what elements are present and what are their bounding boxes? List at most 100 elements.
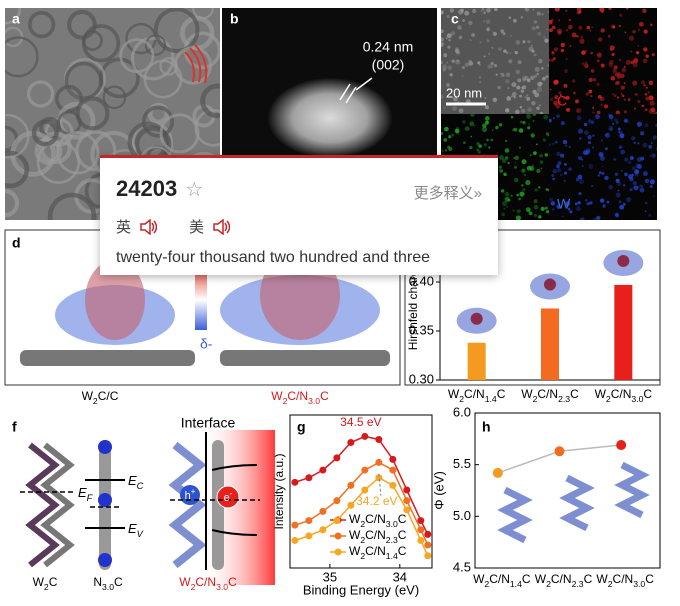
x-tick-label: W2C/N1.4C <box>448 387 506 404</box>
texture-dot <box>514 109 520 114</box>
texture-dot <box>538 81 543 86</box>
y-tick-label: 6.0 <box>453 404 471 419</box>
texture-dot <box>522 121 525 124</box>
texture-dot <box>483 55 486 58</box>
texture-dot <box>513 177 519 183</box>
texture-dot <box>558 91 562 95</box>
texture-dot <box>533 205 539 210</box>
texture-dot <box>549 28 553 33</box>
texture-dot <box>571 32 577 38</box>
texture-dot <box>501 74 504 77</box>
texture-dot <box>522 40 526 44</box>
texture-dot <box>5 189 20 218</box>
texture-dot <box>539 160 544 164</box>
texture-dot <box>618 131 621 134</box>
texture-dot <box>556 151 561 157</box>
texture-dot <box>5 8 22 25</box>
texture-dot <box>497 85 501 90</box>
texture-dot <box>479 81 482 84</box>
y-axis-label: Φ (eV) <box>431 471 446 510</box>
texture-dot <box>512 18 517 23</box>
texture-dot <box>608 184 613 190</box>
texture-dot <box>500 29 505 34</box>
favorite-star[interactable]: ☆ <box>185 179 204 201</box>
point <box>417 517 425 525</box>
texture-dot <box>102 85 127 110</box>
more-link[interactable]: 更多释义» <box>413 185 482 202</box>
point <box>361 486 369 494</box>
texture-dot <box>515 69 521 75</box>
texture-dot <box>623 98 626 101</box>
texture-dot <box>464 126 470 131</box>
point <box>492 467 503 478</box>
texture-dot <box>492 31 498 37</box>
texture-dot <box>526 114 532 119</box>
texture-dot <box>539 153 544 158</box>
texture-dot <box>448 38 452 42</box>
texture-dot <box>590 120 595 124</box>
texture-dot <box>592 106 595 109</box>
texture-dot <box>643 47 648 52</box>
texture-dot <box>655 112 657 114</box>
texture-dot <box>557 161 562 166</box>
texture-dot <box>649 154 652 157</box>
texture-dot <box>575 206 581 212</box>
texture-dot <box>635 163 641 169</box>
texture-dot <box>609 59 614 65</box>
texture-dot <box>590 184 594 188</box>
texture-dot <box>200 83 220 119</box>
texture-dot <box>612 122 615 125</box>
texture-dot <box>538 215 542 219</box>
texture-dot <box>462 120 466 124</box>
texture-dot <box>533 20 538 24</box>
speaker-icon[interactable] <box>139 218 158 235</box>
texture-dot <box>519 146 521 149</box>
texture-dot <box>587 141 592 145</box>
texture-dot <box>490 138 494 142</box>
speaker-icon[interactable] <box>212 218 231 235</box>
texture-dot <box>622 202 626 206</box>
texture-dot <box>487 64 492 69</box>
texture-dot <box>473 124 476 127</box>
texture-dot <box>614 212 619 217</box>
texture-dot <box>578 179 584 185</box>
x-tick-label: W2C/N3.0C <box>596 572 654 589</box>
level-label: EV <box>128 521 144 539</box>
texture-dot <box>456 59 459 62</box>
texture-dot <box>644 123 649 128</box>
texture-dot <box>521 159 527 165</box>
texture-dot <box>513 127 518 132</box>
texture-dot <box>515 40 521 45</box>
texture-dot <box>531 101 536 106</box>
texture-dot <box>637 99 641 104</box>
texture-dot <box>553 47 558 52</box>
texture-dot <box>488 52 491 55</box>
texture-dot <box>510 35 513 37</box>
texture-dot <box>485 116 490 121</box>
texture-dot <box>600 139 604 142</box>
bar <box>614 284 633 380</box>
texture-dot <box>615 110 621 114</box>
texture-dot <box>627 98 631 102</box>
texture-dot <box>644 210 647 213</box>
y-tick-label: 0.30 <box>409 371 434 386</box>
texture-dot <box>597 37 603 42</box>
texture-dot <box>505 79 510 84</box>
texture-dot <box>604 133 609 137</box>
caption: W2C/N3.0C <box>271 389 329 406</box>
texture-dot <box>499 155 504 160</box>
texture-dot <box>504 196 510 202</box>
texture-dot <box>587 120 591 124</box>
texture-dot <box>486 8 491 13</box>
uk-label: 英 <box>116 219 132 236</box>
texture-dot <box>515 215 521 220</box>
texture-dot <box>544 38 549 43</box>
texture-dot <box>504 148 510 153</box>
texture-dot <box>447 65 453 71</box>
texture-dot <box>441 94 444 99</box>
texture-dot <box>534 66 540 73</box>
texture-dot <box>585 199 588 202</box>
texture-dot <box>650 23 653 27</box>
texture-dot <box>534 92 540 98</box>
texture-dot <box>573 91 576 95</box>
